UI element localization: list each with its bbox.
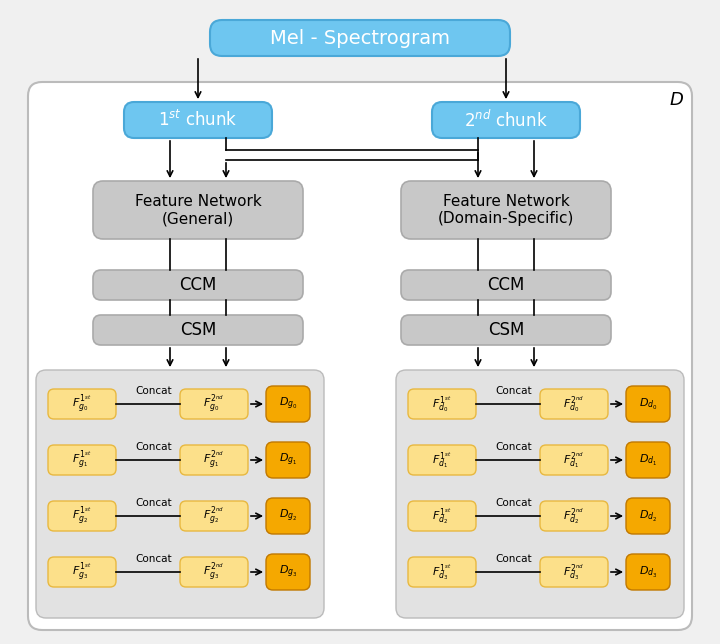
FancyBboxPatch shape [266, 554, 310, 590]
FancyBboxPatch shape [48, 501, 116, 531]
FancyBboxPatch shape [124, 102, 272, 138]
FancyBboxPatch shape [540, 501, 608, 531]
FancyBboxPatch shape [626, 498, 670, 534]
FancyBboxPatch shape [401, 181, 611, 239]
FancyBboxPatch shape [540, 445, 608, 475]
Text: $D_{d_1}$: $D_{d_1}$ [639, 453, 657, 468]
FancyBboxPatch shape [180, 445, 248, 475]
FancyBboxPatch shape [266, 498, 310, 534]
FancyBboxPatch shape [432, 102, 580, 138]
Text: Concat: Concat [135, 442, 172, 452]
Text: CSM: CSM [488, 321, 524, 339]
Text: $F_{g_3}^{2^{nd}}$: $F_{g_3}^{2^{nd}}$ [204, 562, 225, 582]
Text: Concat: Concat [495, 498, 532, 508]
Text: $F_{d_3}^{2^{nd}}$: $F_{d_3}^{2^{nd}}$ [564, 562, 585, 582]
Text: $F_{g_0}^{1^{st}}$: $F_{g_0}^{1^{st}}$ [72, 393, 91, 415]
Text: Mel - Spectrogram: Mel - Spectrogram [270, 28, 450, 48]
FancyBboxPatch shape [93, 270, 303, 300]
FancyBboxPatch shape [408, 501, 476, 531]
Text: $D_{g_1}$: $D_{g_1}$ [279, 452, 297, 468]
FancyBboxPatch shape [540, 389, 608, 419]
Text: $F_{d_3}^{1^{st}}$: $F_{d_3}^{1^{st}}$ [432, 562, 451, 582]
FancyBboxPatch shape [48, 557, 116, 587]
FancyBboxPatch shape [408, 445, 476, 475]
FancyBboxPatch shape [408, 389, 476, 419]
Text: $D_{d_3}$: $D_{d_3}$ [639, 565, 657, 580]
Text: Concat: Concat [135, 498, 172, 508]
FancyBboxPatch shape [180, 557, 248, 587]
Text: $F_{g_2}^{2^{nd}}$: $F_{g_2}^{2^{nd}}$ [204, 506, 225, 527]
Text: $D_{g_0}$: $D_{g_0}$ [279, 396, 297, 412]
Text: Concat: Concat [495, 554, 532, 564]
FancyBboxPatch shape [180, 389, 248, 419]
FancyBboxPatch shape [180, 501, 248, 531]
Text: Concat: Concat [135, 386, 172, 396]
Text: D: D [669, 91, 683, 109]
Text: CCM: CCM [179, 276, 217, 294]
Text: $F_{d_0}^{2^{nd}}$: $F_{d_0}^{2^{nd}}$ [564, 394, 585, 414]
Text: $F_{g_1}^{2^{nd}}$: $F_{g_1}^{2^{nd}}$ [204, 450, 225, 471]
Text: $D_{g_3}$: $D_{g_3}$ [279, 564, 297, 580]
FancyBboxPatch shape [626, 442, 670, 478]
FancyBboxPatch shape [48, 445, 116, 475]
FancyBboxPatch shape [626, 386, 670, 422]
Text: CCM: CCM [487, 276, 525, 294]
FancyBboxPatch shape [48, 389, 116, 419]
Text: $D_{d_2}$: $D_{d_2}$ [639, 509, 657, 524]
Text: $F_{g_0}^{2^{nd}}$: $F_{g_0}^{2^{nd}}$ [204, 393, 225, 415]
FancyBboxPatch shape [266, 386, 310, 422]
Text: $F_{d_0}^{1^{st}}$: $F_{d_0}^{1^{st}}$ [432, 394, 451, 414]
Text: $F_{d_1}^{2^{nd}}$: $F_{d_1}^{2^{nd}}$ [564, 450, 585, 470]
Text: $F_{d_2}^{1^{st}}$: $F_{d_2}^{1^{st}}$ [432, 506, 451, 526]
FancyBboxPatch shape [266, 442, 310, 478]
Text: Feature Network
(Domain-Specific): Feature Network (Domain-Specific) [438, 194, 574, 226]
FancyBboxPatch shape [28, 82, 692, 630]
FancyBboxPatch shape [626, 554, 670, 590]
Text: Concat: Concat [495, 386, 532, 396]
FancyBboxPatch shape [36, 370, 324, 618]
Text: $D_{g_2}$: $D_{g_2}$ [279, 508, 297, 524]
Text: 2$^{nd}$ chunk: 2$^{nd}$ chunk [464, 109, 548, 131]
Text: $F_{d_1}^{1^{st}}$: $F_{d_1}^{1^{st}}$ [432, 450, 451, 470]
FancyBboxPatch shape [93, 315, 303, 345]
FancyBboxPatch shape [396, 370, 684, 618]
Text: Concat: Concat [495, 442, 532, 452]
FancyBboxPatch shape [408, 557, 476, 587]
FancyBboxPatch shape [401, 270, 611, 300]
FancyBboxPatch shape [540, 557, 608, 587]
Text: $F_{d_2}^{2^{nd}}$: $F_{d_2}^{2^{nd}}$ [564, 506, 585, 526]
FancyBboxPatch shape [401, 315, 611, 345]
FancyBboxPatch shape [93, 181, 303, 239]
Text: Concat: Concat [135, 554, 172, 564]
Text: 1$^{st}$ chunk: 1$^{st}$ chunk [158, 110, 238, 130]
Text: $F_{g_3}^{1^{st}}$: $F_{g_3}^{1^{st}}$ [72, 562, 91, 582]
Text: $D_{d_0}$: $D_{d_0}$ [639, 397, 657, 412]
Text: $F_{g_1}^{1^{st}}$: $F_{g_1}^{1^{st}}$ [72, 450, 91, 471]
Text: $F_{g_2}^{1^{st}}$: $F_{g_2}^{1^{st}}$ [72, 506, 91, 527]
Text: Feature Network
(General): Feature Network (General) [135, 194, 261, 226]
FancyBboxPatch shape [210, 20, 510, 56]
Text: CSM: CSM [180, 321, 216, 339]
